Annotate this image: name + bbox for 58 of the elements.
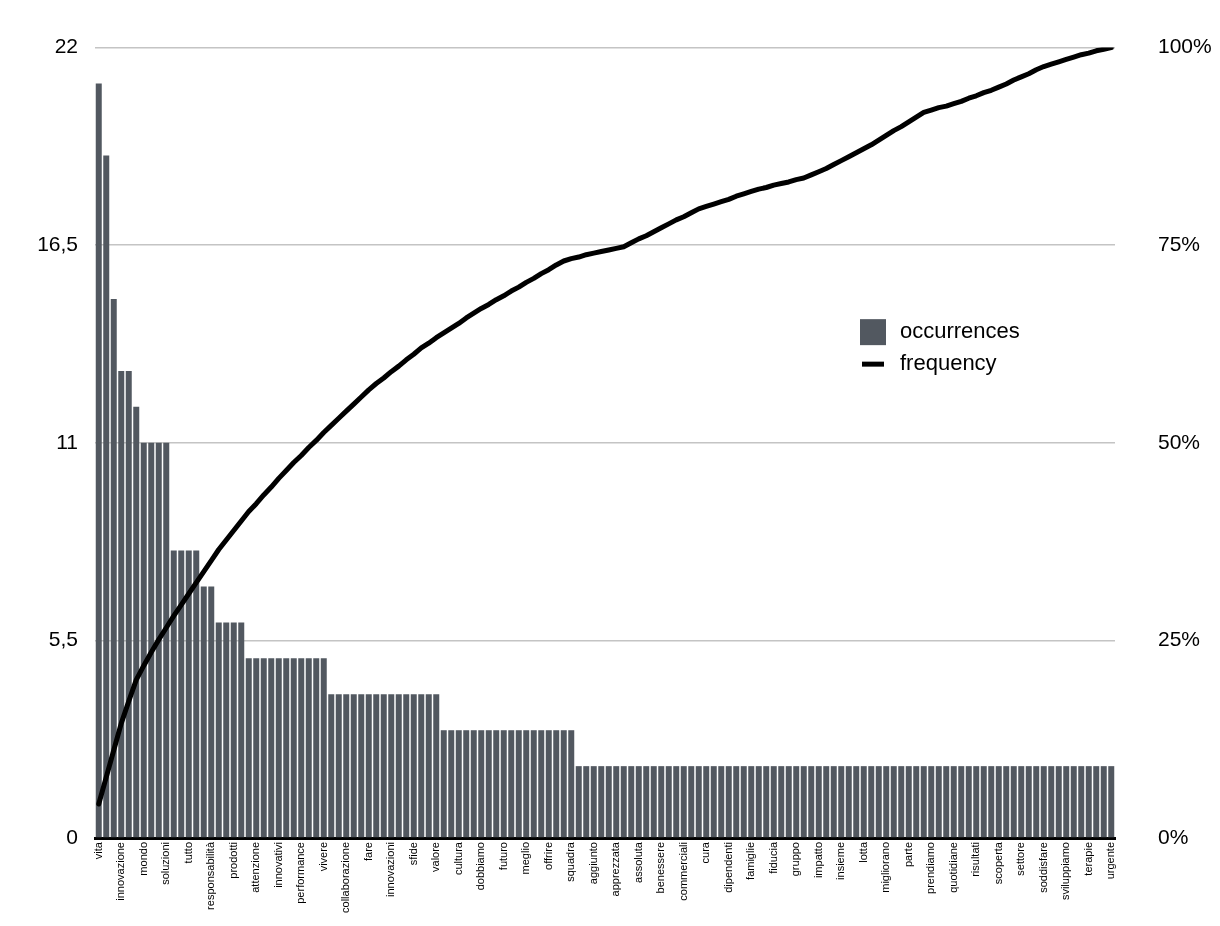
x-tick-label: fare bbox=[361, 842, 374, 861]
x-tick-label: performance bbox=[294, 842, 307, 904]
x-tick-label: sviluppiamo bbox=[1059, 842, 1072, 901]
x-tick-label: valore bbox=[429, 842, 442, 872]
x-tick-label: lotta bbox=[856, 841, 869, 863]
y-tick-label: 22 bbox=[54, 34, 78, 58]
y2-tick-label: 100% bbox=[1158, 34, 1212, 58]
y-tick-label: 5,5 bbox=[48, 627, 78, 651]
x-tick-label: settore bbox=[1014, 842, 1027, 876]
x-tick-label: urgente bbox=[1104, 842, 1117, 880]
x-tick-label: impatto bbox=[811, 842, 824, 879]
x-tick-label: quotidiane bbox=[946, 842, 959, 893]
x-tick-label: insieme bbox=[834, 842, 847, 880]
x-tick-label: fiducia bbox=[766, 841, 779, 874]
x-tick-label: responsabilità bbox=[204, 841, 217, 910]
y2-tick-label: 75% bbox=[1158, 232, 1201, 255]
y-tick-label: 0 bbox=[66, 824, 78, 848]
x-tick-label: prendiamo bbox=[924, 842, 937, 894]
x-tick-label: cura bbox=[699, 841, 712, 864]
x-tick-label: sfide bbox=[406, 842, 419, 866]
legend-label: frequency bbox=[900, 350, 997, 376]
x-tick-label: scoperta bbox=[991, 841, 1004, 885]
x-tick-label: collaborazione bbox=[339, 842, 352, 913]
x-tick-label: soddisfare bbox=[1036, 842, 1049, 893]
x-tick-label: innovazione bbox=[114, 842, 127, 901]
x-tick-label: mondo bbox=[136, 842, 149, 876]
legend-label: occurrences bbox=[900, 318, 1020, 344]
x-tick-label: parte bbox=[901, 842, 914, 868]
x-tick-label: prodotti bbox=[226, 842, 239, 879]
x-tick-label: dobbiamo bbox=[474, 842, 487, 891]
x-tick-label: futuro bbox=[496, 842, 509, 871]
x-tick-label: offrire bbox=[541, 842, 554, 870]
x-tick-label: terapie bbox=[1081, 842, 1094, 876]
x-tick-label: migliorano bbox=[879, 842, 892, 893]
x-tick-label: gruppo bbox=[789, 842, 802, 877]
x-tick-label: innovativi bbox=[271, 842, 284, 888]
x-tick-label: squadra bbox=[564, 841, 577, 882]
x-tick-label: innovazioni bbox=[384, 842, 397, 898]
x-tick-label: dipendenti bbox=[721, 842, 734, 893]
x-tick-label: aggiunto bbox=[586, 842, 599, 885]
x-tick-label: apprezzata bbox=[609, 841, 622, 897]
y-tick-label: 16,5 bbox=[37, 232, 78, 255]
y2-tick-label: 0% bbox=[1158, 824, 1189, 848]
x-tick-label: attenzione bbox=[249, 842, 262, 893]
x-tick-label: cultura bbox=[451, 841, 464, 876]
x-tick-label: tutto bbox=[181, 842, 194, 864]
y-tick-label: 11 bbox=[56, 429, 78, 453]
x-tick-label: benessere bbox=[654, 842, 667, 894]
x-tick-label: vita bbox=[91, 841, 104, 860]
x-tick-label: soluzioni bbox=[159, 842, 172, 885]
x-tick-label: meglio bbox=[519, 842, 532, 875]
x-tick-label: commerciali bbox=[676, 842, 689, 901]
x-tick-label: risultati bbox=[969, 842, 982, 877]
x-tick-label: famiglie bbox=[744, 842, 757, 880]
y2-tick-label: 50% bbox=[1158, 429, 1201, 453]
x-tick-label: vivere bbox=[316, 842, 329, 872]
y2-tick-label: 25% bbox=[1158, 627, 1201, 651]
x-tick-label: assoluta bbox=[631, 841, 644, 883]
